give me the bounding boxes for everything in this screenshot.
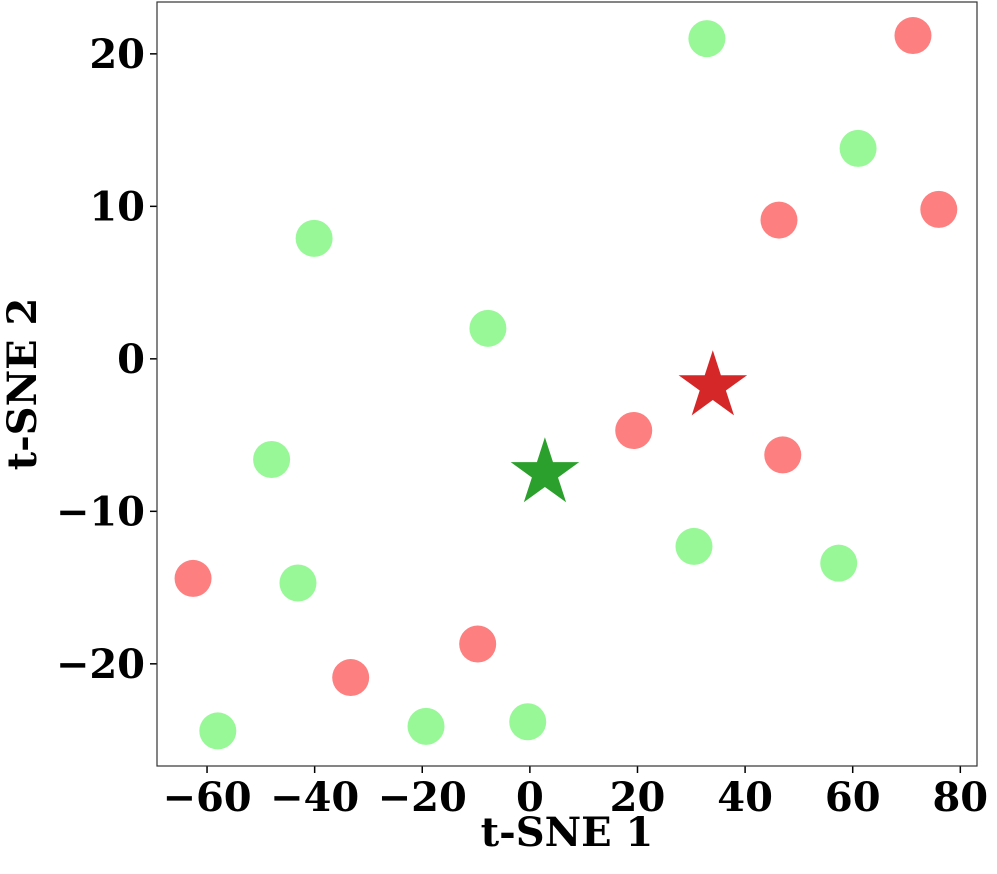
point (894, 17, 932, 55)
x-tick-label: −40 (270, 774, 359, 821)
y-tick-label: −20 (56, 641, 145, 688)
point (253, 440, 291, 478)
y-axis-label: t-SNE 2 (0, 298, 46, 471)
point (199, 712, 237, 750)
point (469, 309, 507, 347)
x-tick-label: 20 (610, 774, 666, 821)
star-marker (678, 350, 748, 416)
point (675, 527, 713, 565)
plot-frame (156, 1, 978, 767)
star-marker (510, 437, 580, 503)
y-tick-label: 20 (89, 31, 145, 78)
y-tick-label: 10 (89, 183, 145, 230)
point (279, 564, 317, 602)
y-tick-label: −10 (56, 488, 145, 535)
point (509, 703, 547, 741)
x-tick-label: 40 (717, 774, 773, 821)
point (615, 412, 653, 450)
point (760, 201, 798, 239)
point (839, 129, 877, 167)
point (295, 219, 333, 257)
point (688, 20, 726, 58)
x-tick-label: 60 (825, 774, 881, 821)
point (332, 659, 370, 697)
point (764, 436, 802, 474)
x-tick-label: 80 (932, 774, 988, 821)
x-axis-label: t-SNE 1 (481, 809, 654, 856)
point (820, 544, 858, 582)
point (920, 190, 958, 228)
point (407, 707, 445, 745)
y-tick-label: 0 (117, 336, 145, 383)
point (174, 559, 212, 597)
x-tick-label: −20 (378, 774, 467, 821)
point (459, 625, 497, 663)
x-tick-label: 0 (516, 774, 544, 821)
x-tick-label: −60 (162, 774, 251, 821)
